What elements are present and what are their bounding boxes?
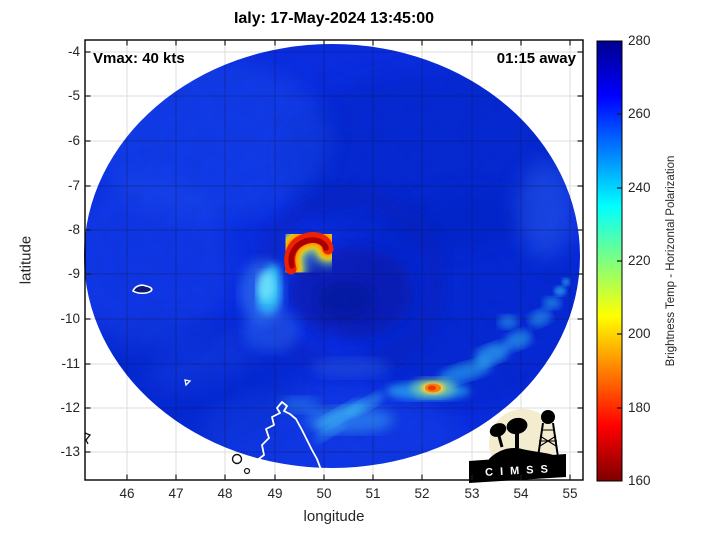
y-axis-label: latitude <box>17 235 35 285</box>
colorbar-title: Brightness Temp - Horizontal Polarizatio… <box>665 155 677 367</box>
colorbar-tick-label: 260 <box>628 106 651 121</box>
water-tower-icon <box>541 410 555 424</box>
x-tick-label: 54 <box>513 486 529 501</box>
coast-fragment-left <box>84 432 92 445</box>
coastline-madagascar <box>248 401 327 481</box>
y-tick-label: -11 <box>61 356 80 371</box>
y-tick-label: -10 <box>60 311 80 326</box>
coastline-islet-small <box>243 467 251 475</box>
x-axis-label: longitude <box>303 508 365 525</box>
x-tick-label: 47 <box>168 486 184 501</box>
x-tick-label: 52 <box>414 486 430 501</box>
water-tower-legs <box>537 422 559 458</box>
axis-ticks <box>85 40 583 480</box>
y-tick-label: -5 <box>67 88 80 103</box>
coastlines <box>84 284 327 481</box>
plot-border <box>84 39 584 481</box>
y-tick-label: -6 <box>67 133 80 148</box>
y-tick-label: -13 <box>60 444 80 459</box>
colorbar-tick-label: 160 <box>628 473 651 488</box>
secondary-hotspot <box>411 378 455 398</box>
satellite-dish-icon-center <box>506 417 528 435</box>
y-tick-label: -9 <box>67 266 80 281</box>
logo-banner <box>469 454 566 483</box>
y-tick-label: -12 <box>60 400 80 415</box>
colorbar-tick-label: 280 <box>628 33 651 48</box>
y-tick-label: -4 <box>67 44 80 59</box>
colorbar-tick-label: 220 <box>628 253 651 268</box>
colorbar-ticks <box>617 113 622 409</box>
x-tick-label: 48 <box>217 486 233 501</box>
x-tick-label: 46 <box>119 486 135 501</box>
cimss-logo: CIMSS <box>469 409 566 483</box>
colorbar-tick-label: 180 <box>628 400 651 415</box>
water-tower-braces <box>539 429 557 447</box>
x-tick-label: 51 <box>365 486 381 501</box>
page-title: Ialy: 17-May-2024 13:45:00 <box>233 10 435 27</box>
cloud-features <box>240 219 570 442</box>
x-tick-label: 49 <box>267 486 283 501</box>
x-tick-label: 55 <box>562 486 578 501</box>
colorbar-tick-label: 200 <box>628 326 651 341</box>
primary-hotspot <box>271 219 346 287</box>
eta-annotation: 01:15 away <box>496 50 576 67</box>
satellite-dish-icon-left <box>489 423 507 437</box>
coastline-islet <box>231 453 243 465</box>
x-tick-label: 53 <box>464 486 480 501</box>
colorbar-tick-label: 240 <box>628 180 651 195</box>
vmax-annotation: Vmax: 40 kts <box>93 50 185 67</box>
satellite-dish-stand-left <box>497 435 504 448</box>
y-tick-label: -7 <box>67 178 80 193</box>
y-tick-label: -8 <box>67 222 80 237</box>
logo-text: CIMSS <box>485 463 555 479</box>
island-outline-tiny <box>184 379 192 387</box>
island-outline-west <box>132 284 153 295</box>
x-tick-label: 50 <box>316 486 332 501</box>
swath-image <box>84 44 580 468</box>
